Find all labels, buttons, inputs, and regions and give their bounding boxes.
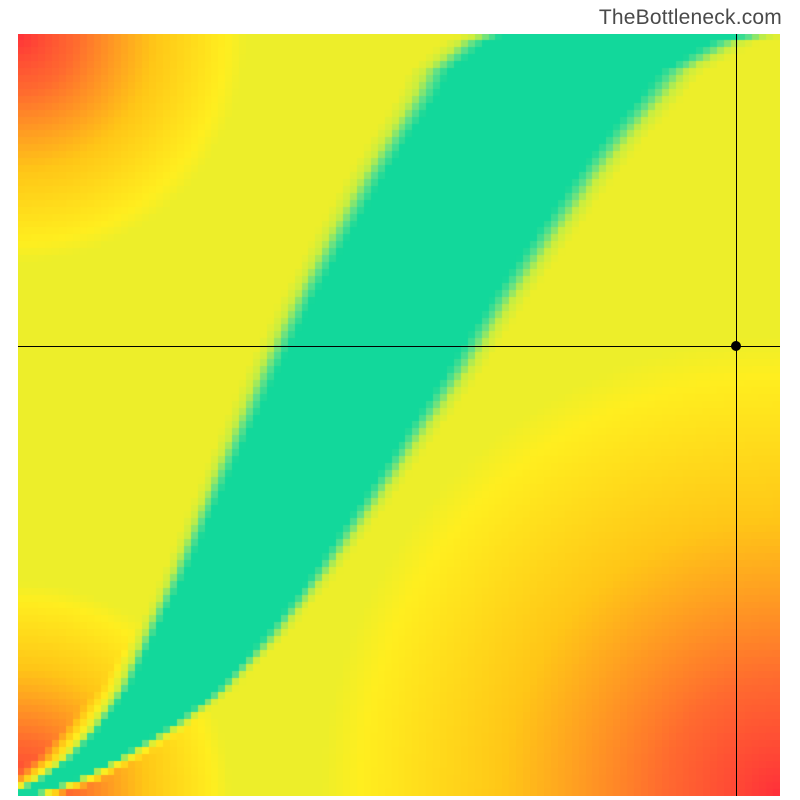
heatmap-canvas — [18, 34, 780, 796]
chart-container: { "watermark": "TheBottleneck.com", "cha… — [0, 0, 800, 800]
crosshair-marker — [731, 341, 741, 351]
crosshair-vertical — [736, 34, 737, 796]
crosshair-horizontal — [18, 346, 780, 347]
plot-area — [18, 34, 780, 796]
watermark-text: TheBottleneck.com — [599, 6, 782, 30]
